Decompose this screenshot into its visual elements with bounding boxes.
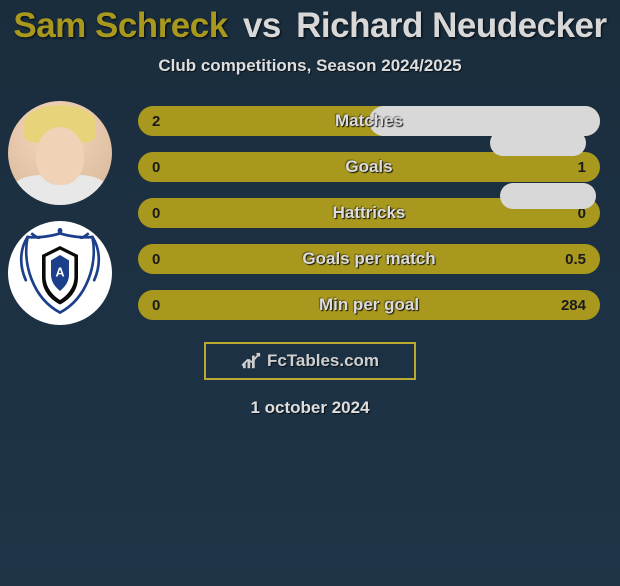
stat-label: Goals per match: [302, 249, 435, 269]
overflow-pill: [500, 183, 596, 209]
stat-left-value: 2: [152, 113, 160, 130]
shield-icon: A: [15, 228, 105, 318]
stat-label: Min per goal: [319, 295, 419, 315]
club-badge: A: [8, 221, 112, 325]
stat-row: 0 Goals 1: [138, 152, 600, 182]
overflow-pill: [490, 130, 586, 156]
stat-label: Goals: [345, 157, 392, 177]
date-label: 1 october 2024: [0, 398, 620, 418]
title-vs: vs: [243, 6, 281, 45]
player-avatar: [8, 101, 112, 205]
avatar-column: A: [8, 101, 112, 325]
stat-right-value: 0.5: [565, 251, 586, 268]
watermark: FcTables.com: [204, 342, 416, 380]
stat-row: 0 Goals per match 0.5: [138, 244, 600, 274]
page-title: Sam Schreck vs Richard Neudecker: [0, 6, 620, 46]
stat-label: Hattricks: [333, 203, 406, 223]
watermark-text: FcTables.com: [267, 351, 379, 371]
title-player1: Sam Schreck: [13, 6, 227, 45]
stat-left-value: 0: [152, 297, 160, 314]
stat-left-value: 0: [152, 251, 160, 268]
chart-icon: [241, 352, 263, 370]
stat-right-value: 284: [561, 297, 586, 314]
stat-label: Matches: [335, 111, 403, 131]
subtitle: Club competitions, Season 2024/2025: [0, 56, 620, 76]
title-player2: Richard Neudecker: [296, 6, 607, 45]
stat-left-value: 0: [152, 159, 160, 176]
stat-row: 0 Min per goal 284: [138, 290, 600, 320]
stat-left-value: 0: [152, 205, 160, 222]
svg-text:A: A: [55, 266, 64, 280]
stat-right-value: 1: [578, 159, 586, 176]
